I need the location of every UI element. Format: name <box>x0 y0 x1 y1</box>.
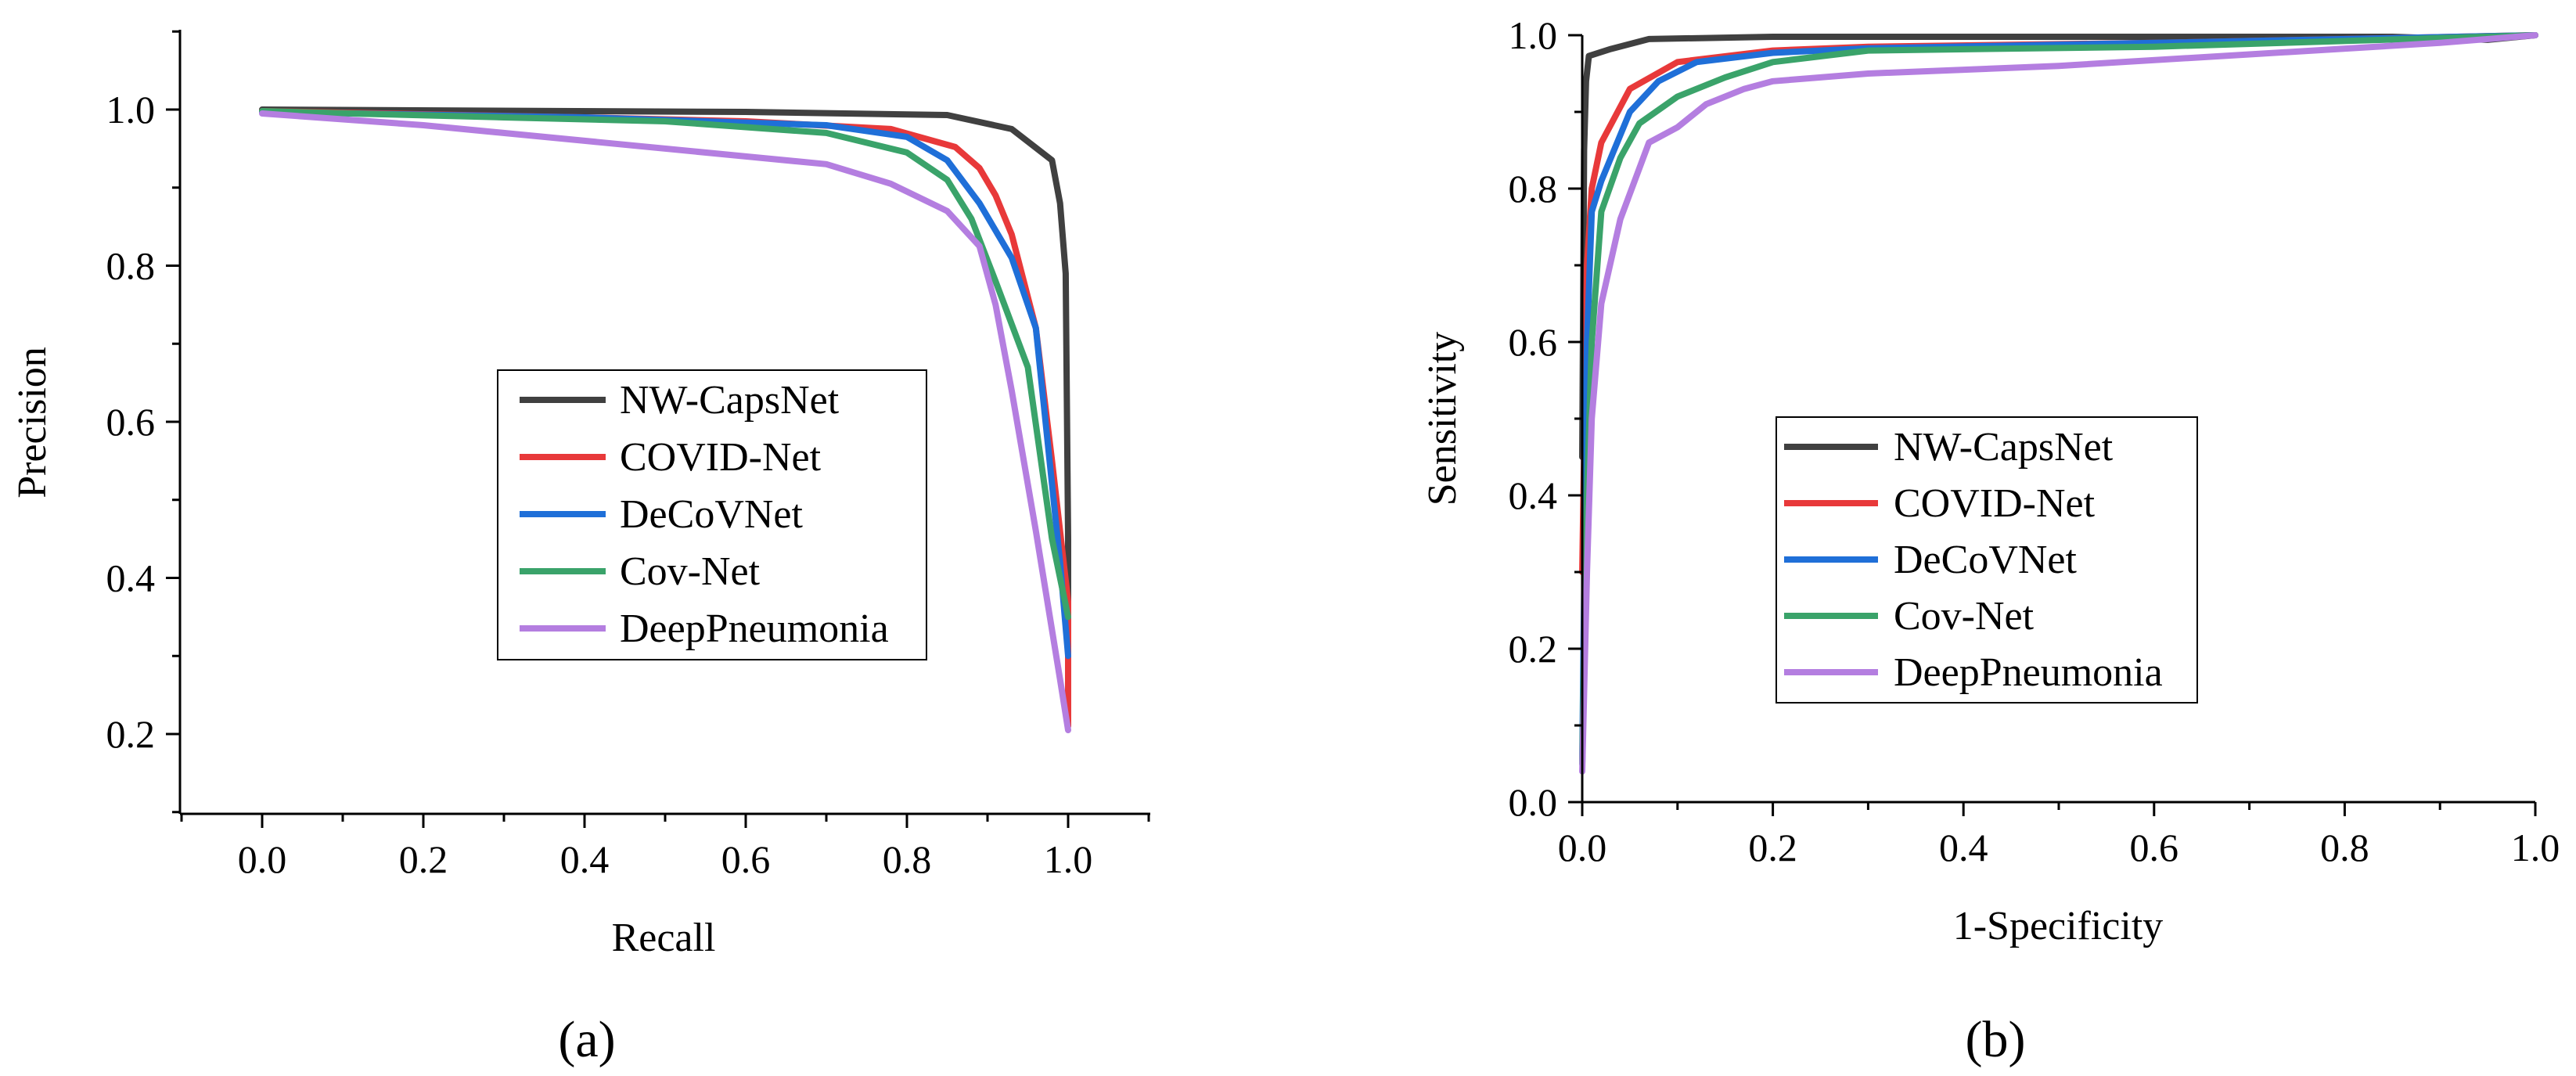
a-x-tick-label: 0.8 <box>883 837 932 881</box>
b-plot-lines <box>1579 32 2538 775</box>
b-series-line-cov-net <box>1579 32 2538 767</box>
b-legend: NW-CapsNet COVID-Net DeCoVNet Cov-Net DeepPn… <box>1775 416 2198 704</box>
a-legend-label: NW-CapsNet <box>620 378 840 423</box>
b-series-line-deeppneumonia <box>1579 32 2538 775</box>
a-series-line-nw-capsnet <box>259 106 1071 644</box>
b-x-tick-label: 0.4 <box>1939 826 1988 869</box>
b-x-tick-label: 0.6 <box>2130 826 2179 869</box>
a-y-tick-label: 0.4 <box>106 556 156 600</box>
a-series-line-deeppneumonia <box>259 110 1071 733</box>
a-x-tick-label: 0.4 <box>560 837 610 881</box>
b-legend-label: COVID-Net <box>1894 481 2096 526</box>
a-x-tick-label: 0.0 <box>238 837 287 881</box>
b-x-axis-title: 1-Specificity <box>1953 904 2164 948</box>
chart-panel-a: 0.0 0.2 0.4 0.6 0.8 1.0 0.2 0.4 0.6 0.8 1.0 Recall… <box>10 30 1150 1068</box>
b-y-tick-label: 0.2 <box>1509 627 1558 671</box>
a-y-tick-label: 1.0 <box>106 88 156 131</box>
b-panel-label: (b) <box>1966 1011 2026 1068</box>
b-x-tick-label: 1.0 <box>2511 826 2560 869</box>
a-y-tick-label: 0.6 <box>106 400 156 444</box>
a-plot-lines <box>259 106 1071 733</box>
b-y-tick-label: 0.4 <box>1509 473 1558 517</box>
a-x-tick-label: 0.2 <box>399 837 448 881</box>
a-panel-label: (a) <box>558 1011 615 1068</box>
b-legend-box <box>1775 416 2198 704</box>
a-x-tick-label: 0.6 <box>721 837 771 881</box>
b-y-tick-label: 0.8 <box>1509 167 1558 211</box>
a-legend-label: DeCoVNet <box>620 492 804 537</box>
b-x-tick-label: 0.0 <box>1558 826 1607 869</box>
a-axes: 0.0 0.2 0.4 0.6 0.8 1.0 0.2 0.4 0.6 0.8 1.0 <box>106 30 1150 881</box>
b-y-tick-label: 0.6 <box>1509 320 1558 364</box>
b-y-tick-label: 0.0 <box>1509 780 1558 824</box>
a-legend-label: Cov-Net <box>620 549 761 594</box>
b-legend-label: Cov-Net <box>1894 594 2035 639</box>
a-y-axis-title: Precision <box>10 347 55 498</box>
a-series-line-cov-net <box>259 108 1071 621</box>
a-legend: NW-CapsNet COVID-Net DeCoVNet Cov-Net DeepPn… <box>497 369 927 660</box>
a-x-tick-label: 1.0 <box>1044 837 1093 881</box>
a-y-tick-label: 0.2 <box>106 712 156 756</box>
a-x-axis-title: Recall <box>612 916 716 960</box>
a-y-tick-label: 0.8 <box>106 244 156 288</box>
b-x-tick-label: 0.8 <box>2320 826 2369 869</box>
b-axes: 0.0 0.2 0.4 0.6 0.8 1.0 0.0 0.2 0.4 0.6 0.8 1.0 <box>1509 13 2560 869</box>
a-legend-label: DeepPneumonia <box>620 606 889 651</box>
b-legend-label: DeepPneumonia <box>1894 650 2163 695</box>
chart-panel-b: 0.0 0.2 0.4 0.6 0.8 1.0 0.0 0.2 0.4 0.6 0.8 1.0 1-S… <box>1420 13 2560 1068</box>
b-x-tick-label: 0.2 <box>1748 826 1797 869</box>
b-legend-label: DeCoVNet <box>1894 538 2078 582</box>
b-y-tick-label: 1.0 <box>1509 13 1558 57</box>
a-legend-label: COVID-Net <box>620 435 822 480</box>
b-y-axis-title: Sensitivity <box>1420 332 1465 506</box>
b-legend-label: NW-CapsNet <box>1894 425 2114 470</box>
